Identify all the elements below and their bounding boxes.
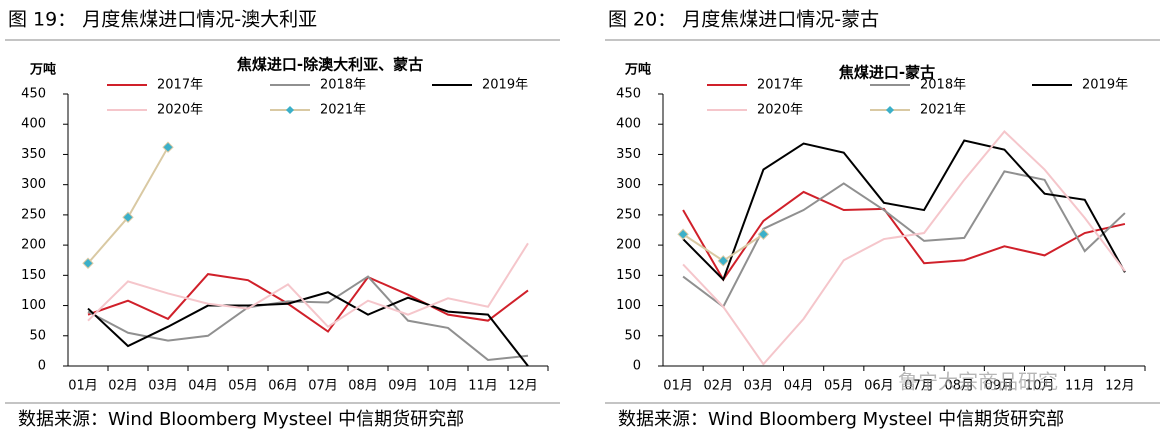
x-tick-label: 11月 — [1065, 379, 1095, 394]
y-unit: 万吨 — [624, 62, 651, 78]
x-tick-label: 08月 — [944, 379, 974, 394]
x-tick-label: 06月 — [268, 379, 298, 394]
x-tick-label: 09月 — [985, 379, 1015, 394]
y-tick-label: 0 — [38, 359, 46, 374]
legend-label: 2018年 — [920, 78, 966, 93]
series-line — [682, 139, 1126, 282]
y-tick-label: 200 — [616, 238, 641, 253]
x-tick-label: 10月 — [428, 379, 458, 394]
legend-label: 2018年 — [320, 78, 366, 93]
x-tick-label: 07月 — [308, 379, 338, 394]
x-tick-label: 04月 — [784, 379, 814, 394]
watermark: 鲁宁大宗商品研究 — [898, 370, 1058, 394]
chart-title: 焦煤进口-除澳大利亚、蒙古 — [236, 56, 423, 74]
marker — [122, 211, 134, 224]
x-tick-label: 07月 — [904, 379, 934, 394]
y-tick-label: 50 — [624, 328, 641, 343]
series-line — [87, 291, 529, 367]
caption: 图 19： 月度焦煤进口情况-澳大利亚 — [8, 9, 317, 31]
y-tick-label: 400 — [21, 117, 46, 132]
y-tick-label: 0 — [633, 359, 641, 374]
marker — [717, 255, 729, 267]
y-tick-label: 200 — [21, 238, 46, 253]
x-tick-label: 06月 — [864, 379, 894, 394]
legend-marker — [286, 106, 294, 114]
x-tick-label: 02月 — [703, 379, 733, 394]
x-tick-label: 05月 — [824, 379, 854, 394]
series-line — [87, 242, 529, 329]
x-tick-label: 12月 — [1105, 379, 1135, 394]
x-tick-label: 03月 — [744, 379, 774, 394]
legend-label: 2019年 — [1082, 78, 1128, 93]
series-line — [87, 273, 529, 333]
legend-label: 2020年 — [157, 103, 203, 118]
legend-label: 2021年 — [920, 103, 966, 118]
y-tick-label: 350 — [21, 147, 46, 162]
x-tick-label: 11月 — [468, 379, 498, 394]
y-tick-label: 300 — [616, 177, 641, 192]
legend-label: 2020年 — [757, 103, 803, 118]
marker — [757, 228, 770, 240]
y-tick-label: 50 — [29, 328, 46, 343]
legend-label: 2017年 — [157, 78, 203, 93]
legend-label: 2019年 — [482, 78, 528, 93]
chart-title: 焦煤进口-蒙古 — [838, 64, 935, 82]
x-tick-label: 01月 — [663, 379, 693, 394]
marker — [677, 228, 689, 240]
legend-label: 2021年 — [320, 103, 366, 118]
x-tick-label: 05月 — [228, 379, 258, 394]
marker — [82, 257, 94, 269]
y-tick-label: 100 — [616, 298, 641, 313]
series-line — [87, 275, 529, 361]
y-tick-label: 450 — [21, 87, 46, 102]
y-tick-label: 250 — [616, 207, 641, 222]
y-tick-label: 450 — [616, 87, 641, 102]
series-line — [682, 170, 1126, 309]
series-line — [87, 146, 169, 264]
x-tick-label: 01月 — [68, 379, 98, 394]
y-tick-label: 150 — [21, 268, 46, 283]
caption: 图 20： 月度焦煤进口情况-蒙古 — [608, 9, 879, 31]
marker — [162, 141, 174, 153]
source: 数据来源：Wind Bloomberg Mysteel 中信期货研究部 — [18, 409, 464, 430]
y-tick-label: 300 — [21, 177, 46, 192]
y-tick-label: 250 — [21, 207, 46, 222]
legend-marker — [886, 106, 894, 114]
y-tick-label: 100 — [21, 298, 46, 313]
series-line — [682, 130, 1126, 366]
x-tick-label: 09月 — [388, 379, 418, 394]
y-tick-label: 150 — [616, 268, 641, 283]
x-tick-label: 12月 — [508, 379, 538, 394]
source: 数据来源：Wind Bloomberg Mysteel 中信期货研究部 — [618, 409, 1064, 430]
x-tick-label: 02月 — [108, 379, 138, 394]
x-tick-label: 04月 — [188, 379, 218, 394]
x-tick-label: 08月 — [348, 379, 378, 394]
y-unit: 万吨 — [29, 62, 56, 78]
legend-label: 2017年 — [757, 78, 803, 93]
x-tick-label: 10月 — [1025, 379, 1055, 394]
y-tick-label: 350 — [616, 147, 641, 162]
x-tick-label: 03月 — [148, 379, 178, 394]
y-tick-label: 400 — [616, 117, 641, 132]
